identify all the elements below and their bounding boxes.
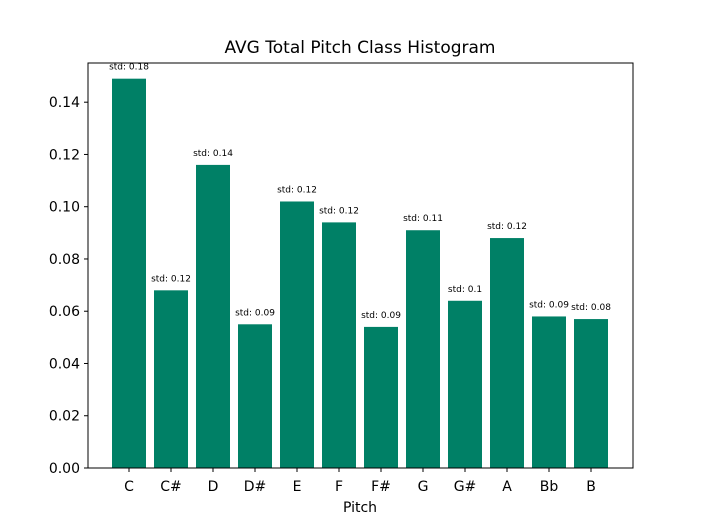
x-tick-label: G#	[454, 479, 477, 495]
std-label: std: 0.12	[319, 206, 359, 216]
x-tick-label: C#	[160, 479, 182, 495]
std-label: std: 0.1	[448, 285, 482, 295]
y-tick-label: 0.04	[49, 356, 80, 372]
y-tick-label: 0.12	[49, 147, 80, 163]
bar-b	[574, 319, 608, 468]
std-label: std: 0.18	[109, 63, 149, 73]
y-tick-label: 0.10	[49, 200, 80, 216]
x-tick-label: F#	[371, 479, 391, 495]
bar-a	[490, 238, 524, 468]
std-label: std: 0.09	[361, 311, 401, 321]
bar-c	[112, 78, 146, 468]
std-label: std: 0.08	[571, 303, 611, 313]
bar-d	[196, 164, 230, 468]
bar-d-sharp	[238, 324, 272, 468]
bar-g-sharp	[448, 300, 482, 468]
x-tick-label: D	[208, 479, 219, 495]
std-label: std: 0.14	[193, 149, 233, 159]
x-tick-label: E	[293, 479, 302, 495]
x-axis: C C# D D# E F F# G G# A Bb B	[124, 468, 596, 495]
x-tick-label: F	[335, 479, 343, 495]
y-tick-label: 0.08	[49, 252, 80, 268]
std-label: std: 0.11	[403, 214, 443, 224]
std-label: std: 0.09	[235, 308, 275, 318]
bars-layer	[112, 78, 608, 468]
bar-e	[280, 201, 314, 468]
x-tick-label: G	[418, 479, 429, 495]
bar-g	[406, 230, 440, 468]
std-label: std: 0.12	[487, 222, 527, 232]
y-tick-label: 0.06	[49, 304, 80, 320]
y-axis: 0.00 0.02 0.04 0.06 0.08 0.10 0.12 0.14	[49, 95, 88, 477]
std-label: std: 0.12	[277, 185, 317, 195]
bar-f	[322, 222, 356, 468]
std-label: std: 0.12	[151, 274, 191, 284]
x-tick-label: C	[124, 479, 134, 495]
plot-frame	[87, 62, 634, 469]
y-tick-label: 0.14	[49, 95, 80, 111]
x-tick-label: B	[586, 479, 596, 495]
bar-c-sharp	[154, 290, 188, 468]
chart-title: AVG Total Pitch Class Histogram	[225, 38, 496, 58]
x-axis-label: Pitch	[343, 500, 377, 516]
std-label: std: 0.09	[529, 300, 569, 310]
bar-f-sharp	[364, 326, 398, 468]
x-tick-label: Bb	[540, 479, 559, 495]
y-tick-label: 0.02	[49, 409, 80, 425]
bar-bb	[532, 316, 566, 468]
x-tick-label: A	[502, 479, 512, 495]
y-tick-label: 0.00	[49, 461, 80, 477]
x-tick-label: D#	[244, 479, 267, 495]
